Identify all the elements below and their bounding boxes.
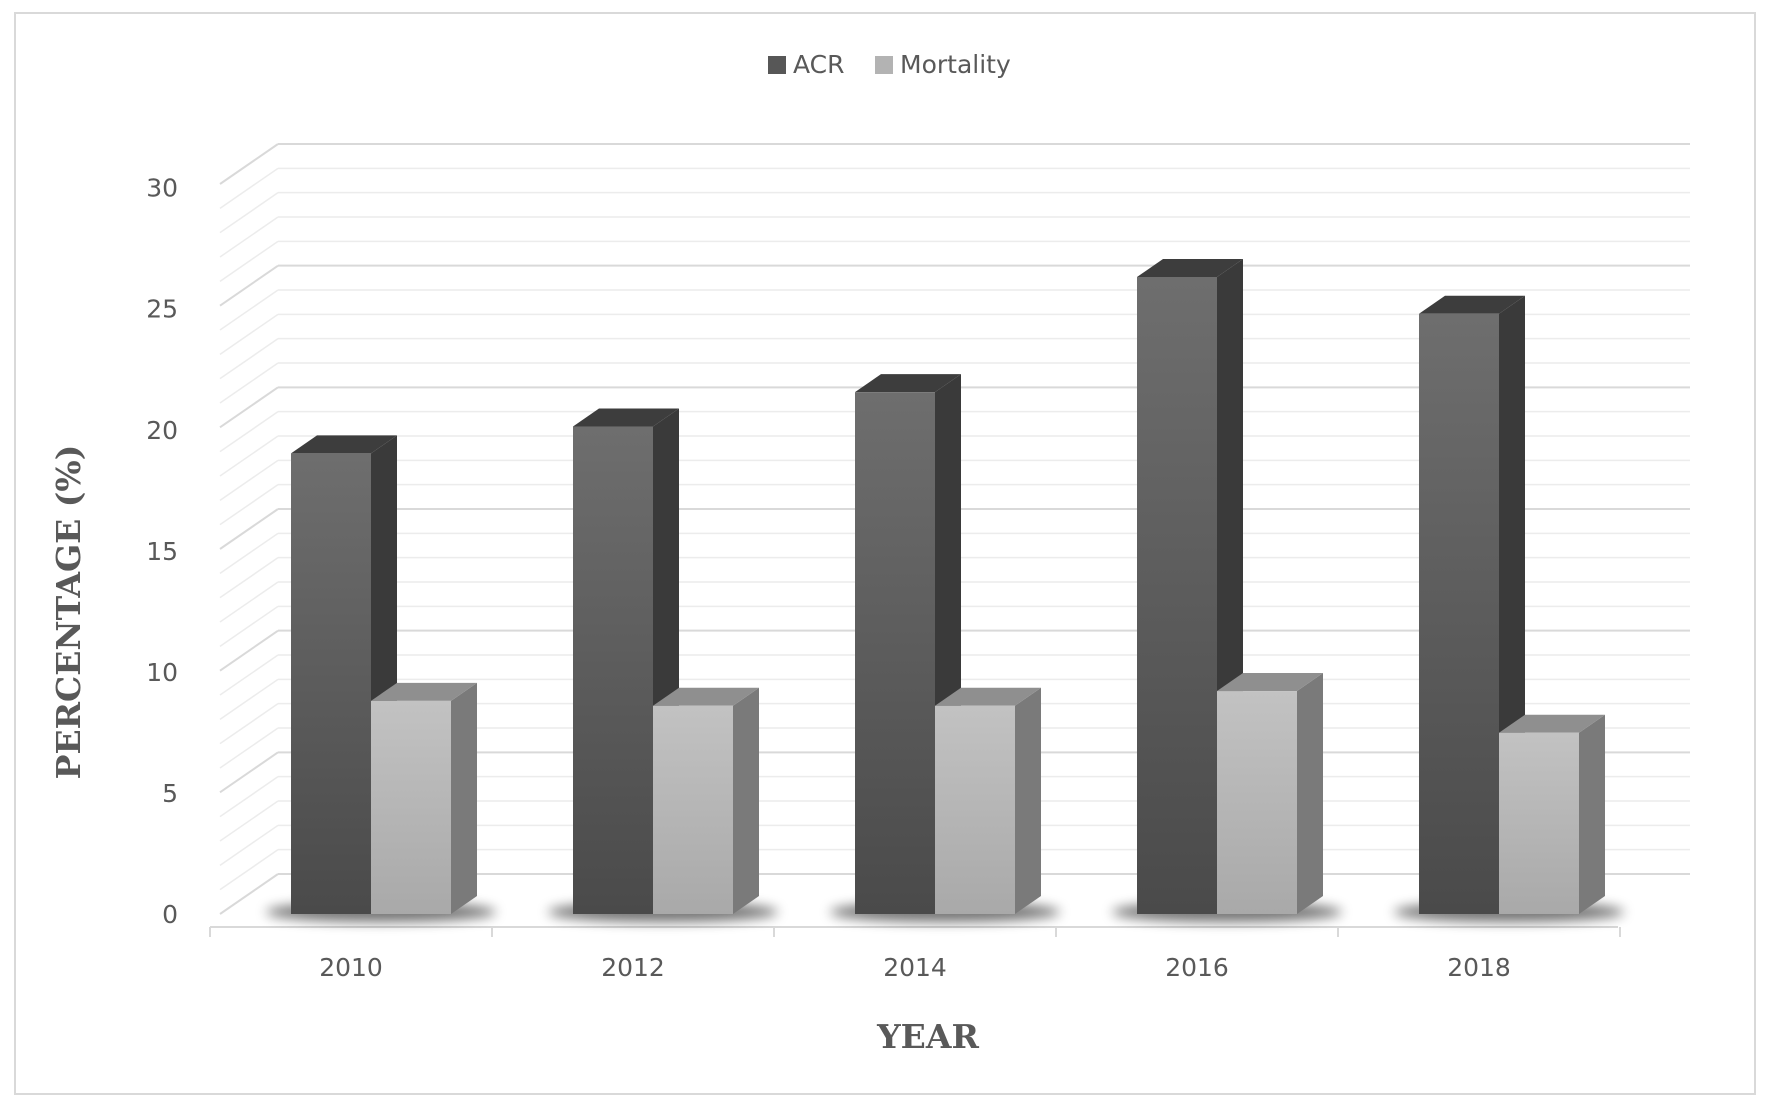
bar-top — [1499, 714, 1605, 733]
bar-mortality-2012 — [653, 687, 759, 914]
bar-top — [1137, 259, 1243, 277]
gridline-side — [219, 824, 279, 866]
gridline-side — [219, 484, 279, 526]
bar-front — [935, 705, 1015, 914]
y-tick-label: 15 — [146, 537, 178, 566]
bar-mortality-2016 — [1217, 673, 1323, 914]
gridline-side — [219, 532, 279, 574]
bar-top — [1419, 295, 1525, 314]
gridline-side — [219, 678, 279, 720]
gridline-side — [219, 362, 279, 404]
gridline-side — [219, 849, 279, 891]
x-tick-label: 2014 — [883, 953, 947, 982]
y-tick-label: 0 — [162, 900, 178, 929]
y-tick-label: 30 — [146, 174, 178, 203]
bar-top — [1217, 673, 1323, 692]
gridline-side — [219, 873, 279, 915]
bar-side — [1015, 687, 1041, 914]
gridline-side — [219, 289, 279, 331]
bar-top — [935, 687, 1041, 706]
gridline-side — [219, 338, 279, 380]
gridline-side — [219, 581, 279, 623]
bar-top — [855, 374, 961, 393]
bar-side — [451, 682, 477, 914]
bar-front — [291, 453, 371, 914]
legend-swatch-mortality — [875, 56, 893, 74]
bar-acr-2012 — [573, 408, 679, 914]
y-tick-label: 5 — [162, 779, 178, 808]
bar-front — [371, 700, 451, 914]
bar-mortality-2018 — [1499, 714, 1605, 914]
gridline-side — [219, 240, 279, 282]
gridline-side — [219, 557, 279, 599]
y-axis-title: PERCENTAGE (%) — [49, 445, 88, 780]
bar-mortality-2014 — [935, 687, 1041, 914]
y-tick-labels: 0 5 10 15 20 25 30 — [146, 174, 178, 929]
x-tick-labels: 2010 2012 2014 2016 2018 — [319, 953, 1511, 982]
gridline-side — [219, 411, 279, 453]
gridline-side — [219, 776, 279, 818]
x-tick-label: 2018 — [1447, 953, 1511, 982]
gridline-side — [219, 751, 279, 794]
bar-top — [291, 435, 397, 454]
bars — [266, 259, 1624, 922]
x-axis-title: YEAR — [876, 1017, 979, 1056]
bar-front — [1137, 277, 1217, 914]
bar-mortality-2010 — [371, 682, 477, 914]
gridline-side — [219, 629, 279, 672]
bar-side — [1297, 673, 1323, 914]
x-tick-label: 2012 — [601, 953, 665, 982]
bar-acr-2010 — [291, 435, 397, 914]
gridline-side — [219, 605, 279, 647]
axes — [209, 926, 1621, 937]
y-tick-label: 10 — [146, 658, 178, 687]
gridline-side — [219, 313, 279, 355]
gridline-side — [219, 216, 279, 258]
gridline-side — [219, 508, 279, 550]
bar-front — [1499, 732, 1579, 914]
gridline-side — [219, 435, 279, 477]
bar-acr-2016 — [1137, 259, 1243, 914]
bar-side — [1579, 714, 1605, 914]
y-tick-label: 25 — [146, 295, 178, 324]
x-tick-label: 2010 — [319, 953, 383, 982]
gridline-side — [219, 800, 279, 842]
bar-top — [371, 682, 477, 701]
gridline-side — [219, 264, 279, 307]
legend: ACR Mortality — [768, 50, 1011, 79]
gridline-side — [219, 703, 279, 745]
gridline-side — [219, 386, 279, 429]
bar-front — [1419, 313, 1499, 914]
gridline-side — [219, 727, 279, 769]
legend-swatch-acr — [768, 56, 786, 74]
x-tick-label: 2016 — [1165, 953, 1229, 982]
bar-side — [733, 687, 759, 914]
bar-top — [653, 687, 759, 706]
bar-front — [855, 392, 935, 914]
gridline-side — [219, 143, 279, 185]
legend-label-acr: ACR — [793, 50, 845, 79]
gridline-side — [219, 654, 279, 696]
bar-top — [573, 408, 679, 427]
gridline-side — [219, 192, 279, 234]
y-tick-label: 20 — [146, 416, 178, 445]
legend-label-mortality: Mortality — [900, 50, 1011, 79]
bar-front — [1217, 691, 1297, 914]
gridline-side — [219, 459, 279, 501]
gridline-side — [219, 167, 279, 209]
bar-front — [573, 426, 653, 914]
bar-front — [653, 705, 733, 914]
